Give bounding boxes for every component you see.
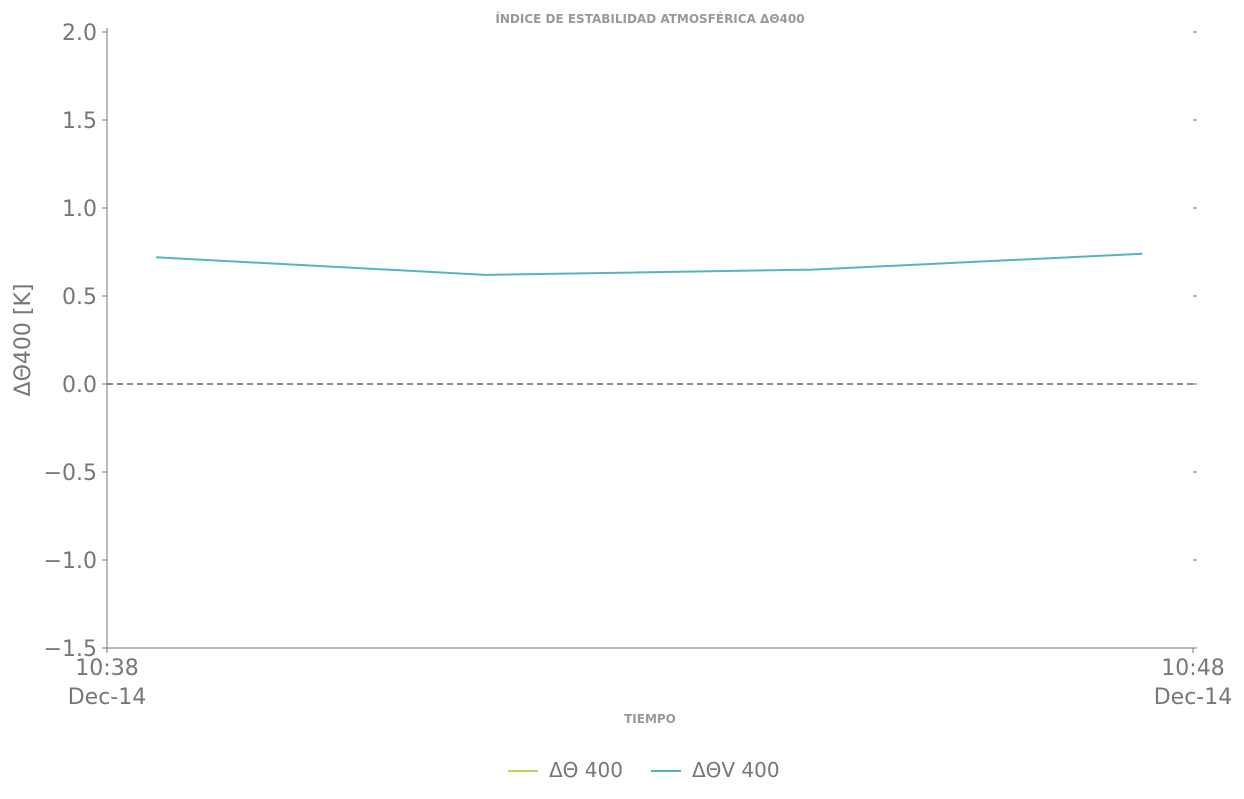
y-tick-label: −0.5 <box>44 461 97 486</box>
series-line <box>155 252 1143 276</box>
y-tick-label: 2.0 <box>62 21 97 46</box>
y-tick-label: 0.5 <box>62 285 97 310</box>
y-tick-label: 0.0 <box>62 373 97 398</box>
x-axis-label: TIEMPO <box>624 712 676 726</box>
y-tick-label: 1.0 <box>62 197 97 222</box>
chart-title: ÍNDICE DE ESTABILIDAD ATMOSFÉRICA ΔΘ400 <box>495 11 804 26</box>
legend-label: ΔΘV 400 <box>692 758 780 782</box>
x-tick-label: 10:48 Dec-14 <box>1154 656 1233 710</box>
legend: ΔΘ 400 ΔΘV 400 <box>508 758 780 782</box>
y-tick-label: 1.5 <box>62 109 97 134</box>
x-tick-label: 10:38 Dec-14 <box>68 656 147 710</box>
y-tick-label: −1.5 <box>44 637 97 662</box>
y-axis-label: ΔΘ400 [K] <box>11 284 36 397</box>
y-tick-label: −1.0 <box>44 549 97 574</box>
legend-label: ΔΘ 400 <box>549 758 623 782</box>
